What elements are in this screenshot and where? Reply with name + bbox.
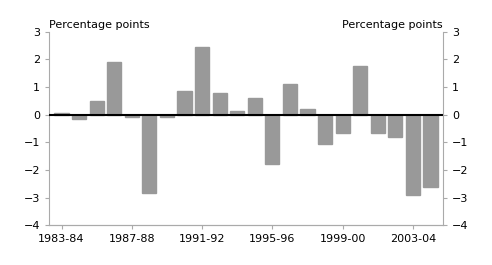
Bar [248,98,262,115]
Bar [230,111,244,115]
Bar [371,115,385,133]
Bar [107,62,121,115]
Bar [336,115,350,133]
Bar [353,66,367,115]
Bar [160,115,174,117]
Bar [195,47,209,115]
Bar [318,115,332,144]
Bar [55,113,68,115]
Bar [213,92,227,115]
Bar [283,84,297,115]
Bar [72,115,86,119]
Bar [301,109,314,115]
Text: Percentage points: Percentage points [342,20,443,30]
Bar [125,115,139,117]
Bar [406,115,420,195]
Bar [265,115,279,165]
Bar [90,101,104,115]
Bar [178,91,191,115]
Bar [388,115,402,137]
Bar [424,115,437,187]
Text: Percentage points: Percentage points [49,20,150,30]
Bar [142,115,156,193]
